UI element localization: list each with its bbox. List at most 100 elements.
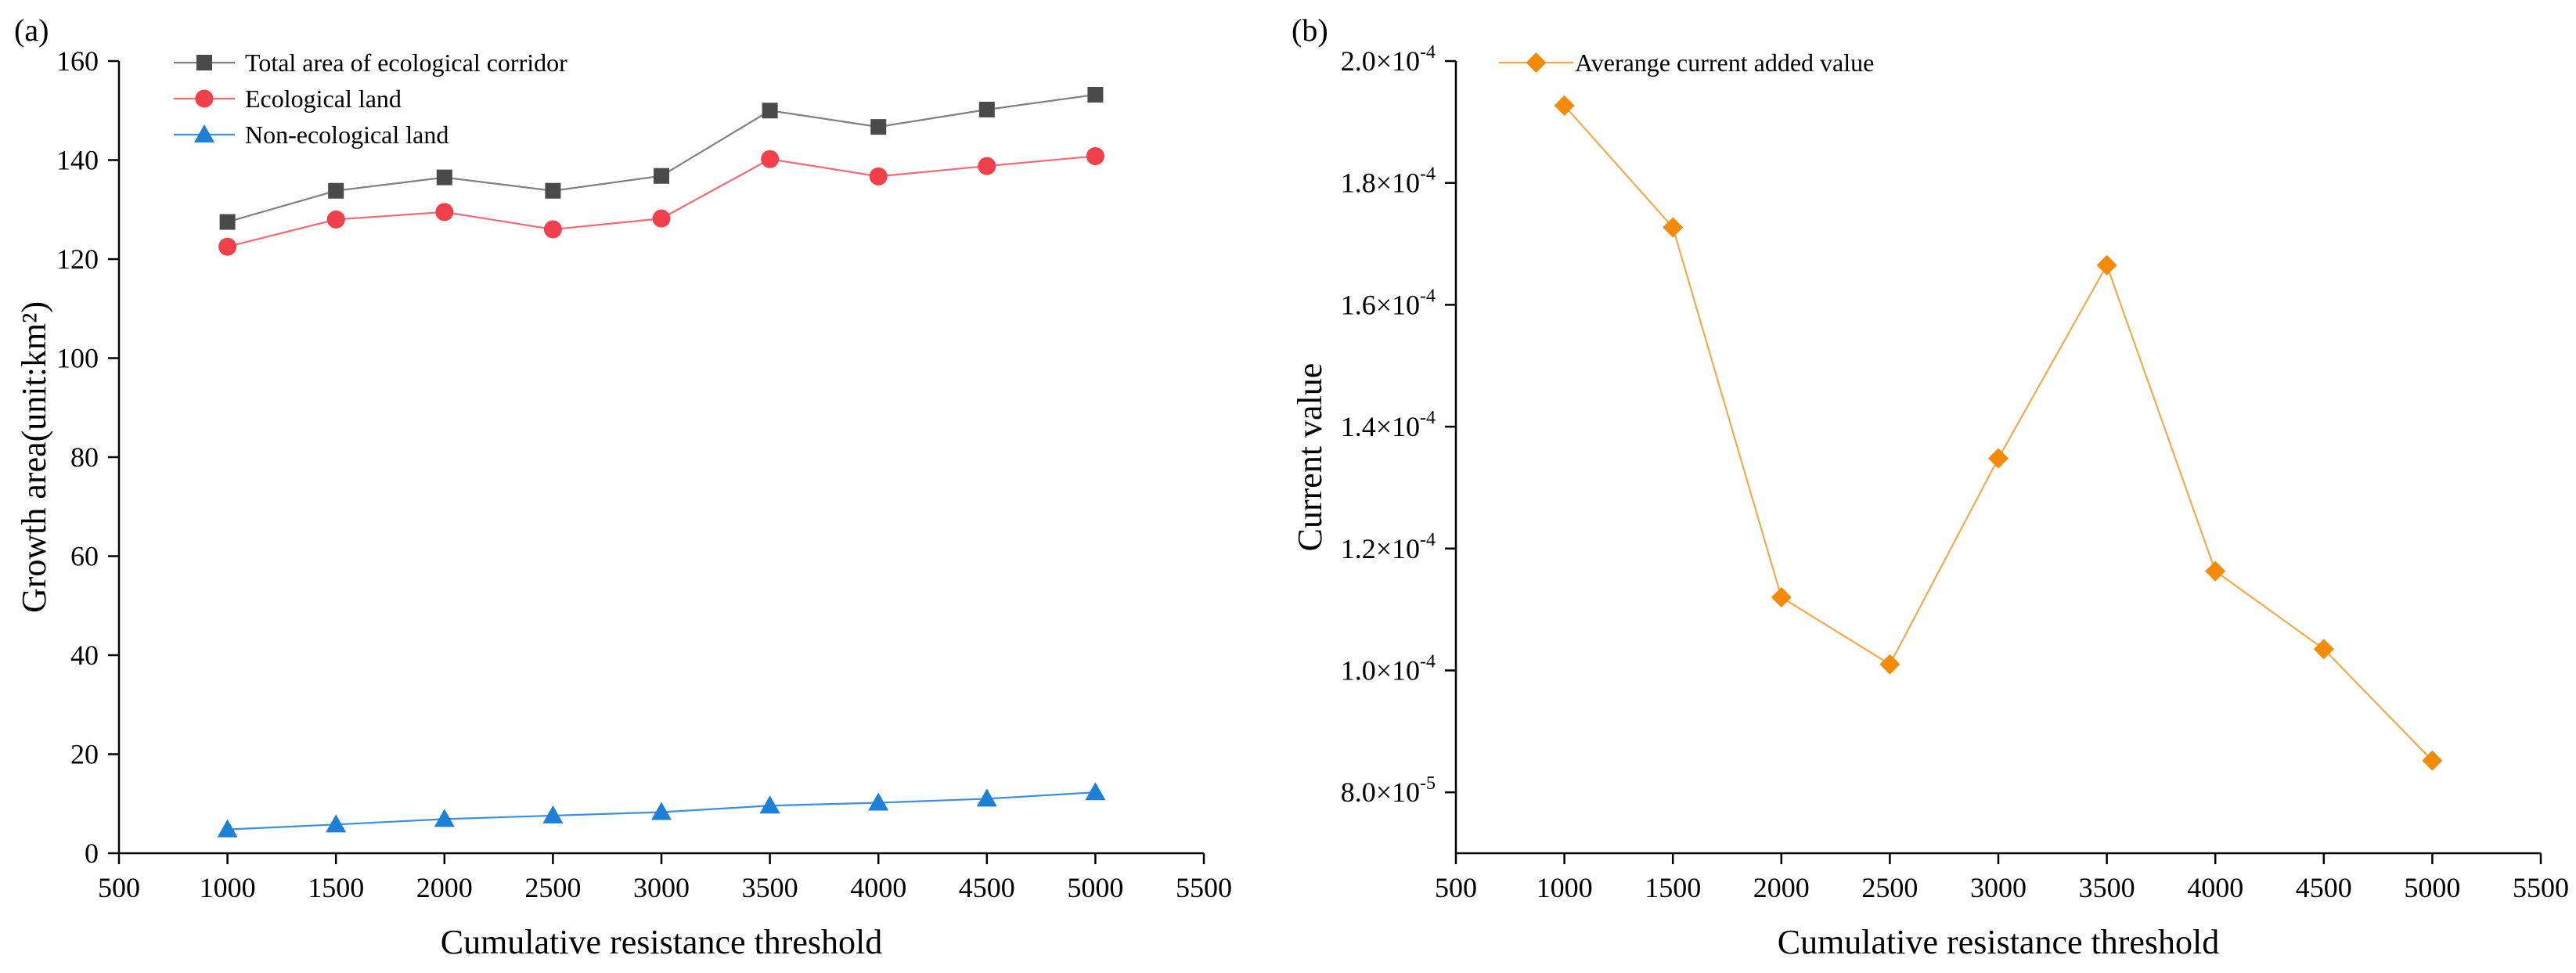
x-tick-label: 2000 (1753, 872, 1810, 903)
data-point (2422, 750, 2443, 771)
legend-marker (196, 55, 212, 70)
data-point (436, 169, 452, 186)
x-tick-label: 500 (98, 872, 140, 903)
series-0 (219, 87, 1104, 230)
y-tick-mantissa: 1.4×10 (1341, 411, 1420, 442)
data-point (2205, 560, 2226, 582)
data-point (434, 809, 455, 827)
data-point (543, 220, 562, 239)
legend-marker (1526, 52, 1547, 73)
x-tick-label: 4500 (2296, 872, 2352, 903)
y-tick-label: 1.6×10-4 (1341, 286, 1436, 320)
legend-entry: Non-ecological land (174, 121, 449, 149)
y-tick-label: 1.2×10-4 (1341, 530, 1436, 564)
data-point (978, 157, 996, 175)
data-point (654, 168, 669, 184)
series-2 (217, 782, 1106, 838)
y-tick-exponent: -5 (1420, 773, 1436, 794)
y-axis-label: Current value (1291, 363, 1329, 552)
data-point (761, 150, 780, 168)
y-tick-mantissa: 1.6×10 (1341, 289, 1420, 320)
y-tick-exponent: -4 (1420, 42, 1436, 63)
legend-entry: Averange current added value (1499, 49, 1874, 77)
data-point (759, 795, 780, 814)
x-tick-label: 3500 (742, 872, 798, 903)
data-point (545, 182, 561, 199)
y-tick-label: 60 (70, 541, 99, 572)
y-tick-mantissa: 2.0×10 (1341, 45, 1420, 77)
y-tick-mantissa: 1.0×10 (1341, 654, 1420, 686)
data-point (976, 788, 997, 807)
data-point (219, 214, 236, 230)
y-tick-label: 8.0×10-5 (1341, 773, 1436, 808)
data-point (651, 802, 672, 820)
data-point (868, 792, 889, 811)
x-tick-label: 3000 (1970, 872, 2027, 903)
series-1 (218, 146, 1104, 256)
data-point (542, 805, 564, 823)
legend-label: Averange current added value (1575, 49, 1874, 77)
legend-entry: Ecological land (174, 85, 402, 113)
legend-label: Total area of ecological corridor (245, 49, 567, 77)
data-point (1879, 654, 1900, 675)
y-tick-exponent: -4 (1420, 286, 1436, 306)
legend-marker (195, 89, 214, 108)
data-point (1554, 95, 1575, 116)
x-axis-label: Cumulative resistance threshold (441, 923, 883, 961)
y-tick-mantissa: 8.0×10 (1341, 777, 1420, 808)
data-point (1085, 782, 1106, 801)
y-tick-label: 1.4×10-4 (1341, 408, 1436, 442)
data-point (326, 814, 347, 833)
chart-panel-b: (b) 500 1000 1500 2000 2500 3000 3500 4000 4500 50… (1291, 13, 2569, 961)
y-tick-label: 140 (56, 145, 99, 176)
y-tick-label: 80 (70, 441, 99, 473)
series-0 (1554, 95, 2443, 771)
legend-label: Ecological land (245, 85, 402, 113)
x-tick-label: 3000 (633, 872, 690, 903)
data-point (1771, 587, 1792, 608)
x-tick-label: 500 (1435, 872, 1477, 903)
data-point (652, 209, 671, 228)
data-point (2313, 639, 2334, 660)
y-tick-exponent: -4 (1420, 408, 1436, 428)
x-tick-label: 5000 (2404, 872, 2460, 903)
x-tick-label: 1500 (308, 872, 364, 903)
data-point (218, 237, 237, 256)
x-tick-label: 5500 (1176, 872, 1232, 903)
data-point (1988, 448, 2009, 469)
x-tick-label: 4000 (2187, 872, 2243, 903)
y-tick-label: 100 (56, 343, 99, 374)
data-point (326, 210, 345, 229)
y-tick-label: 2.0×10-4 (1341, 42, 1436, 77)
y-tick-label: 1.0×10-4 (1341, 651, 1436, 686)
data-point (2096, 254, 2117, 276)
data-point (1087, 87, 1104, 103)
y-tick-label: 120 (56, 243, 99, 275)
panel-label: (a) (14, 13, 49, 48)
data-point (328, 182, 344, 199)
y-tick-mantissa: 1.2×10 (1341, 533, 1420, 564)
legend-entry: Total area of ecological corridor (174, 49, 567, 77)
data-point (217, 819, 238, 838)
y-tick-mantissa: 1.8×10 (1341, 168, 1420, 199)
y-tick-exponent: -4 (1420, 164, 1436, 185)
x-tick-label: 1000 (1537, 872, 1593, 903)
x-tick-label: 4000 (850, 872, 906, 903)
y-tick-label: 0 (85, 838, 99, 869)
y-tick-exponent: -4 (1420, 651, 1436, 672)
y-axis-label: Growth area(unit:km²) (15, 301, 53, 613)
data-point (762, 103, 778, 119)
x-tick-label: 2000 (416, 872, 473, 903)
x-tick-label: 3500 (2079, 872, 2135, 903)
x-tick-label: 5000 (1067, 872, 1123, 903)
data-point (869, 167, 888, 186)
chart-panel-a: (a)500 1000 1500 2000 2500 3000 3500 4000 4500 50… (14, 13, 1232, 961)
y-tick-label: 20 (70, 739, 99, 770)
data-point (1086, 146, 1104, 165)
x-tick-label: 5500 (2513, 872, 2569, 903)
x-tick-label: 1500 (1645, 872, 1701, 903)
x-tick-label: 2500 (524, 872, 581, 903)
data-point (978, 101, 995, 117)
